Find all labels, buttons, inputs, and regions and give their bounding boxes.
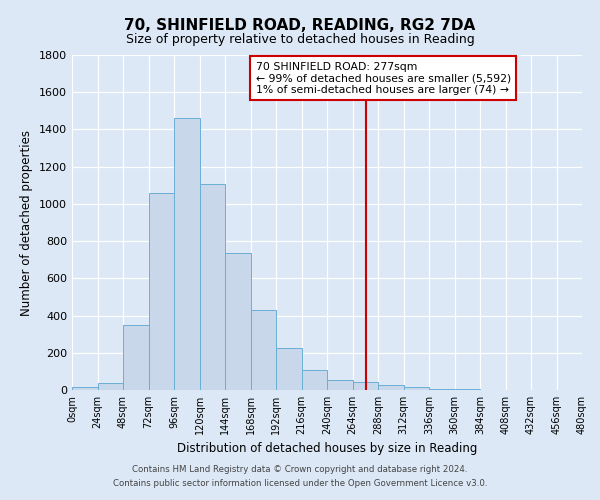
Bar <box>72 386 97 390</box>
Y-axis label: Number of detached properties: Number of detached properties <box>20 130 34 316</box>
Text: Size of property relative to detached houses in Reading: Size of property relative to detached ho… <box>125 32 475 46</box>
Text: 70, SHINFIELD ROAD, READING, RG2 7DA: 70, SHINFIELD ROAD, READING, RG2 7DA <box>124 18 476 32</box>
Bar <box>123 325 149 390</box>
Bar <box>149 192 174 390</box>
Bar <box>378 385 404 390</box>
Text: 70 SHINFIELD ROAD: 277sqm
← 99% of detached houses are smaller (5,592)
1% of sem: 70 SHINFIELD ROAD: 277sqm ← 99% of detac… <box>256 62 511 95</box>
Text: Contains HM Land Registry data © Crown copyright and database right 2024.
Contai: Contains HM Land Registry data © Crown c… <box>113 466 487 487</box>
X-axis label: Distribution of detached houses by size in Reading: Distribution of detached houses by size … <box>177 442 477 456</box>
Bar <box>251 310 276 390</box>
Bar <box>276 348 302 390</box>
Bar <box>97 383 123 390</box>
Bar <box>199 184 225 390</box>
Bar <box>327 380 353 390</box>
Bar <box>302 370 327 390</box>
Bar <box>429 388 455 390</box>
Bar <box>225 253 251 390</box>
Bar <box>174 118 199 390</box>
Bar <box>353 382 378 390</box>
Bar <box>404 386 429 390</box>
